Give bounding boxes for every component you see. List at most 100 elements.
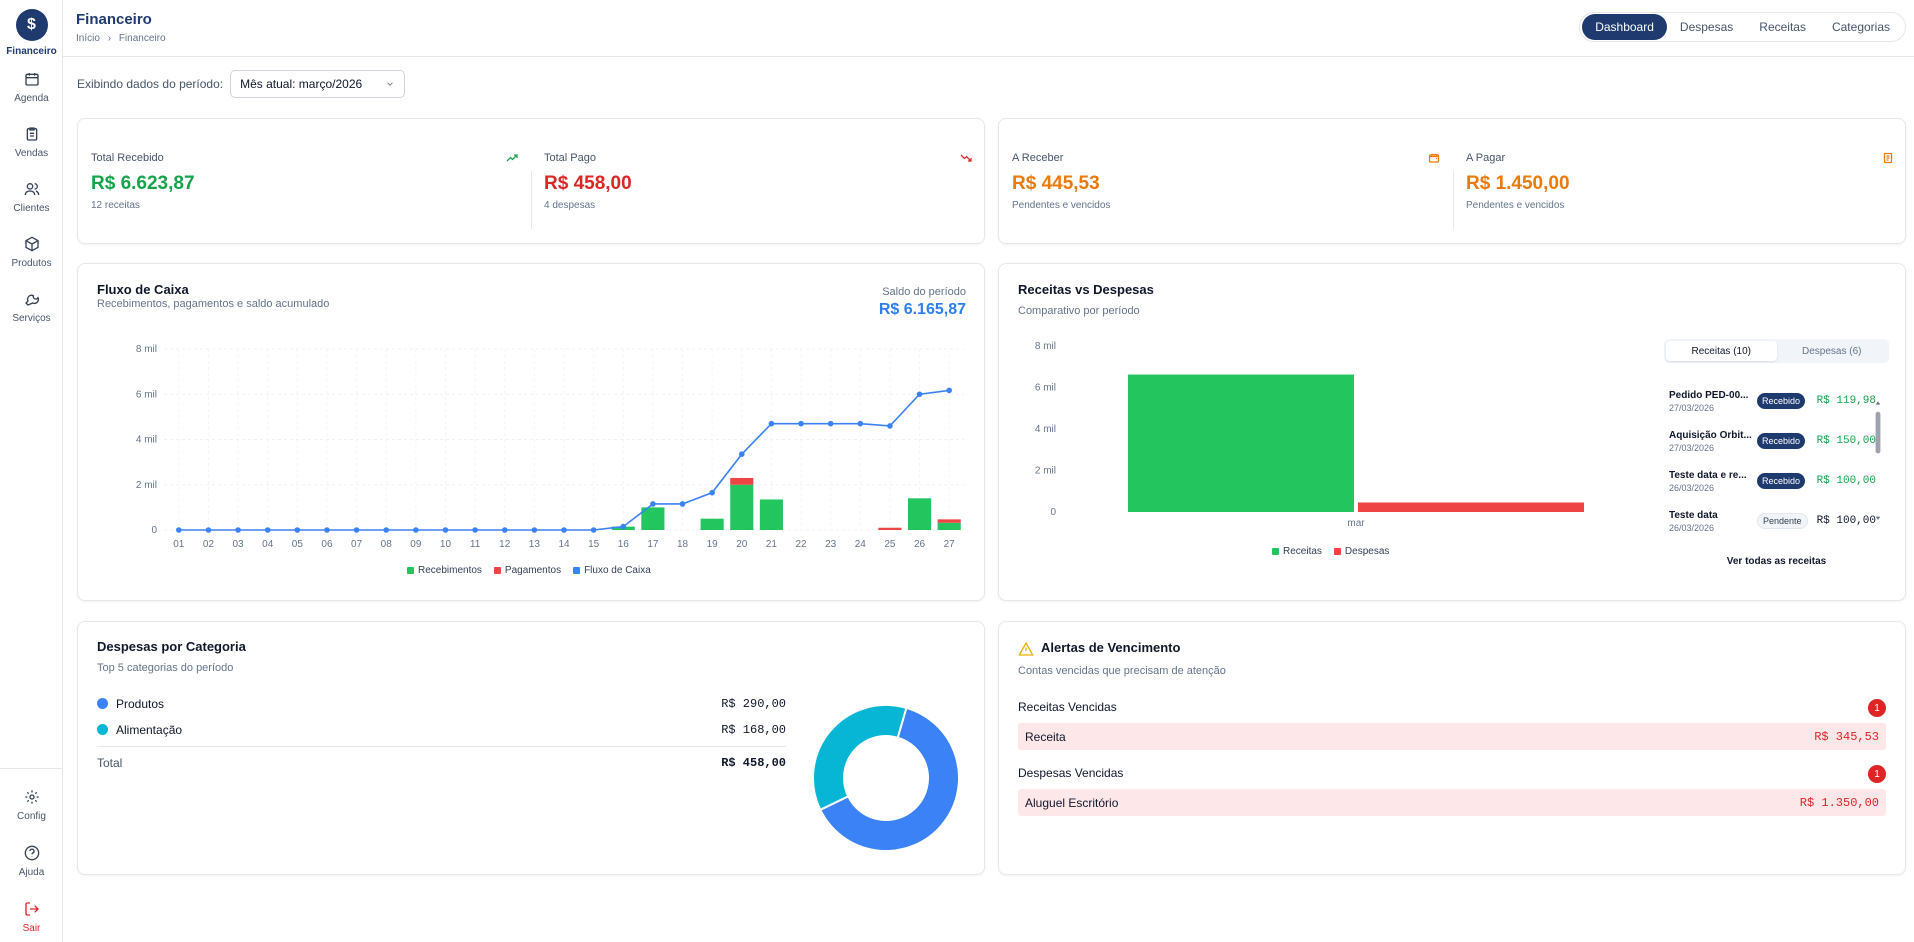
- category-name: Alimentação: [116, 723, 183, 737]
- see-all-link[interactable]: Ver todas as receitas: [1726, 556, 1827, 567]
- sidebar-label: Serviços: [12, 313, 51, 324]
- status-badge: Recebido: [1757, 393, 1806, 409]
- alert-item-value: R$ 345,53: [1814, 730, 1879, 744]
- x-tick-label: 27: [944, 539, 956, 550]
- x-tick-label: 08: [381, 539, 393, 550]
- legend-item-pagamentos: Pagamentos: [493, 565, 561, 576]
- kpi-card-pending: A Receber R$ 445,53 Pendentes e vencidos…: [998, 118, 1906, 244]
- point-fluxo-de-caixa: [798, 420, 804, 427]
- x-tick-label: 06: [321, 539, 333, 550]
- x-tick-label: 11: [470, 539, 481, 550]
- chevron-down-icon: [387, 82, 393, 86]
- sidebar-item-financeiro[interactable]: $ Financeiro: [0, 9, 63, 57]
- wrench-icon: [24, 294, 39, 306]
- list-item-date: 27/03/2026: [1669, 403, 1715, 413]
- list-item-amount: R$ 119,98: [1816, 395, 1876, 407]
- sidebar-item-produtos[interactable]: Produtos: [0, 236, 63, 269]
- tab-dashboard[interactable]: Dashboard: [1582, 14, 1667, 40]
- sidebar-label: Agenda: [14, 93, 49, 104]
- point-fluxo-de-caixa: [650, 501, 656, 507]
- point-fluxo-de-caixa: [442, 527, 449, 533]
- sidebar-item-vendas[interactable]: Vendas: [0, 126, 63, 159]
- bar-recebimentos: [908, 498, 932, 530]
- bar-pagamentos: [937, 519, 961, 523]
- alert-section-label: Receitas Vencidas: [1018, 700, 1117, 714]
- point-fluxo-de-caixa: [353, 527, 360, 533]
- point-fluxo-de-caixa: [738, 451, 745, 458]
- period-select[interactable]: Mês atual: março/2026: [230, 70, 406, 98]
- sidebar-label: Vendas: [14, 148, 49, 159]
- point-fluxo-de-caixa: [887, 423, 893, 429]
- sidebar-item-ajuda[interactable]: Ajuda: [0, 845, 63, 878]
- x-tick-label: 16: [618, 539, 630, 550]
- sidebar-item-clientes[interactable]: Clientes: [0, 181, 63, 214]
- point-fluxo-de-caixa: [472, 527, 478, 533]
- point-fluxo-de-caixa: [561, 527, 567, 533]
- list-item-name: Aquisição Orbit...: [1669, 430, 1752, 441]
- point-fluxo-de-caixa: [383, 527, 390, 533]
- point-fluxo-de-caixa: [205, 527, 212, 533]
- x-tick-label: 01: [173, 539, 185, 550]
- kpi-card-paid-received: Total Recebido R$ 6.623,87 12 receitas T…: [77, 118, 985, 244]
- tab-receitas[interactable]: Receitas: [1759, 20, 1806, 34]
- tab-categorias[interactable]: Categorias: [1831, 20, 1890, 34]
- logout-icon: [24, 902, 39, 916]
- sidebar-item-sair[interactable]: Sair: [0, 901, 63, 934]
- y-tick-label: 6 mil: [1035, 383, 1056, 394]
- tab-despesas[interactable]: Despesas: [1679, 20, 1734, 34]
- category-row: Produtos R$ 290,00: [97, 695, 786, 713]
- point-fluxo-de-caixa: [590, 527, 597, 533]
- alert-row[interactable]: Receita R$ 345,53: [1018, 723, 1886, 750]
- toggle-receitas[interactable]: Receitas (10): [1666, 341, 1777, 361]
- list-item-date: 26/03/2026: [1669, 523, 1715, 533]
- legend-item-recebimentos: Recebimentos: [407, 565, 482, 576]
- status-badge: Recebido: [1757, 433, 1806, 449]
- cashflow-title: Fluxo de Caixa: [97, 282, 189, 297]
- status-badge: Pendente: [1757, 513, 1808, 529]
- list-item[interactable]: Aquisição Orbit... 27/03/2026 Recebido R…: [1669, 430, 1876, 460]
- bar-recebimentos: [759, 499, 783, 530]
- kpi-label: Total Recebido: [91, 152, 164, 164]
- alert-count-badge: 1: [1868, 699, 1886, 717]
- list-item[interactable]: Teste data e re... 26/03/2026 Recebido R…: [1669, 470, 1876, 500]
- alerts-subtitle: Contas vencidas que precisam de atenção: [1018, 665, 1226, 677]
- dollar-icon: $: [15, 9, 48, 41]
- box-icon: [24, 236, 39, 252]
- breadcrumb-item-financeiro: Financeiro: [118, 33, 166, 44]
- toggle-despesas[interactable]: Despesas (6): [1802, 345, 1862, 357]
- sidebar-item-agenda[interactable]: Agenda: [0, 71, 63, 104]
- page-title: Financeiro: [76, 11, 152, 28]
- sidebar-label: Sair: [22, 923, 41, 934]
- alert-row[interactable]: Aluguel Escritório R$ 1.350,00: [1018, 789, 1886, 816]
- sidebar-item-servicos[interactable]: Serviços: [0, 291, 63, 324]
- category-divider: [97, 746, 786, 747]
- point-fluxo-de-caixa: [709, 489, 715, 496]
- x-tick-label: 10: [440, 539, 452, 550]
- scrollbar[interactable]: [1874, 386, 1882, 536]
- x-tick-label: 17: [647, 539, 659, 550]
- calendar-icon: [24, 73, 39, 86]
- breadcrumb: Início › Financeiro: [76, 33, 166, 44]
- sidebar-label: Ajuda: [18, 867, 45, 878]
- alert-item-name: Receita: [1025, 730, 1066, 744]
- alert-item-name: Aluguel Escritório: [1025, 796, 1119, 810]
- bar-pagamentos: [730, 477, 754, 485]
- list-item[interactable]: Pedido PED-00... 27/03/2026 Recebido R$ …: [1669, 390, 1876, 420]
- period-select-value: Mês atual: março/2026: [240, 77, 363, 91]
- categories-subtitle: Top 5 categorias do período: [97, 662, 234, 674]
- sidebar-item-config[interactable]: Config: [0, 789, 63, 822]
- dollar-glyph: $: [27, 16, 36, 33]
- list-item[interactable]: Teste data 26/03/2026 Pendente R$ 100,00: [1669, 510, 1876, 540]
- kpi-value: R$ 6.623,87: [91, 173, 195, 194]
- sidebar-label: Config: [17, 811, 46, 822]
- alert-count-badge: 1: [1868, 765, 1886, 783]
- y-tick-label: 2 mil: [136, 480, 157, 491]
- balance-label: Saldo do período: [882, 286, 966, 298]
- point-fluxo-de-caixa: [413, 527, 419, 533]
- period-label: Exibindo dados do período:: [77, 77, 224, 91]
- category-value: R$ 290,00: [721, 697, 786, 711]
- breadcrumb-item-inicio[interactable]: Início: [76, 33, 100, 44]
- kpi-total-pago: Total Pago R$ 458,00 4 despesas: [531, 119, 986, 243]
- category-total-value: R$ 458,00: [721, 756, 786, 770]
